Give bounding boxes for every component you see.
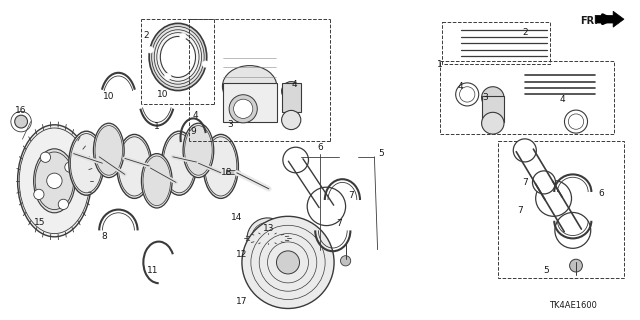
Text: 4: 4 xyxy=(193,111,198,120)
Ellipse shape xyxy=(141,154,172,208)
Bar xyxy=(482,96,504,122)
Ellipse shape xyxy=(202,153,221,161)
Text: 17: 17 xyxy=(236,297,248,306)
Ellipse shape xyxy=(282,82,301,101)
Text: 6: 6 xyxy=(599,189,604,198)
Ellipse shape xyxy=(125,164,150,175)
Text: 13: 13 xyxy=(263,224,275,233)
Circle shape xyxy=(229,95,257,123)
Circle shape xyxy=(307,187,346,226)
Text: 9: 9 xyxy=(191,127,196,136)
Bar xyxy=(282,83,301,112)
Circle shape xyxy=(513,139,536,162)
Text: 3: 3 xyxy=(228,120,233,129)
Circle shape xyxy=(202,61,209,67)
Circle shape xyxy=(536,180,572,216)
Circle shape xyxy=(47,173,62,188)
Ellipse shape xyxy=(102,153,122,161)
Text: 6: 6 xyxy=(317,143,323,152)
Circle shape xyxy=(180,33,186,40)
Ellipse shape xyxy=(275,223,294,254)
FancyBboxPatch shape xyxy=(223,83,277,122)
Ellipse shape xyxy=(149,23,207,91)
Text: 2: 2 xyxy=(522,28,527,36)
Text: 16: 16 xyxy=(15,106,27,115)
Circle shape xyxy=(58,199,68,210)
Text: 11: 11 xyxy=(147,266,158,275)
Ellipse shape xyxy=(162,131,197,195)
Ellipse shape xyxy=(176,161,202,172)
Text: 7: 7 xyxy=(522,178,527,187)
Text: 7: 7 xyxy=(337,220,342,228)
Text: 4: 4 xyxy=(292,80,297,89)
Ellipse shape xyxy=(152,27,204,87)
Circle shape xyxy=(40,152,51,162)
Text: 12: 12 xyxy=(236,250,248,259)
Polygon shape xyxy=(226,170,237,174)
Circle shape xyxy=(456,83,479,106)
Ellipse shape xyxy=(69,131,104,195)
Circle shape xyxy=(164,73,171,80)
Ellipse shape xyxy=(161,36,196,77)
Text: 8: 8 xyxy=(102,232,107,241)
Ellipse shape xyxy=(282,110,301,130)
Text: 7: 7 xyxy=(348,191,353,200)
Text: 18: 18 xyxy=(221,168,233,177)
Text: 4: 4 xyxy=(559,95,564,104)
Circle shape xyxy=(34,189,44,200)
Circle shape xyxy=(570,259,582,272)
Text: 5: 5 xyxy=(543,266,548,275)
Text: 2: 2 xyxy=(143,31,148,40)
Text: 3: 3 xyxy=(483,93,488,102)
Polygon shape xyxy=(595,11,624,27)
Ellipse shape xyxy=(154,179,173,186)
Ellipse shape xyxy=(183,123,214,178)
Circle shape xyxy=(147,47,154,53)
Ellipse shape xyxy=(482,112,504,134)
Circle shape xyxy=(340,256,351,266)
Ellipse shape xyxy=(482,87,504,108)
Text: 15: 15 xyxy=(34,218,45,227)
Text: 14: 14 xyxy=(231,213,243,222)
Circle shape xyxy=(283,147,308,173)
Ellipse shape xyxy=(154,30,202,84)
Text: 10: 10 xyxy=(157,90,169,99)
Ellipse shape xyxy=(34,149,76,213)
Ellipse shape xyxy=(204,134,239,198)
Ellipse shape xyxy=(74,161,99,172)
Ellipse shape xyxy=(223,66,277,107)
Text: 4: 4 xyxy=(458,82,463,91)
Circle shape xyxy=(555,212,591,248)
Text: 1: 1 xyxy=(154,122,159,131)
Ellipse shape xyxy=(18,125,92,237)
Circle shape xyxy=(15,115,28,128)
Text: 7: 7 xyxy=(518,206,523,215)
Circle shape xyxy=(532,171,556,194)
Circle shape xyxy=(242,216,334,308)
Circle shape xyxy=(276,251,300,274)
Circle shape xyxy=(65,162,75,172)
Circle shape xyxy=(564,110,588,133)
Ellipse shape xyxy=(221,169,240,177)
Circle shape xyxy=(234,99,253,118)
Text: 1: 1 xyxy=(437,60,442,68)
Text: 5: 5 xyxy=(378,149,383,158)
Text: 10: 10 xyxy=(103,92,115,100)
Ellipse shape xyxy=(157,33,199,81)
Ellipse shape xyxy=(117,134,152,198)
Text: FR.: FR. xyxy=(580,16,598,26)
Ellipse shape xyxy=(93,123,124,178)
Circle shape xyxy=(247,218,288,259)
Text: TK4AE1600: TK4AE1600 xyxy=(549,301,596,310)
